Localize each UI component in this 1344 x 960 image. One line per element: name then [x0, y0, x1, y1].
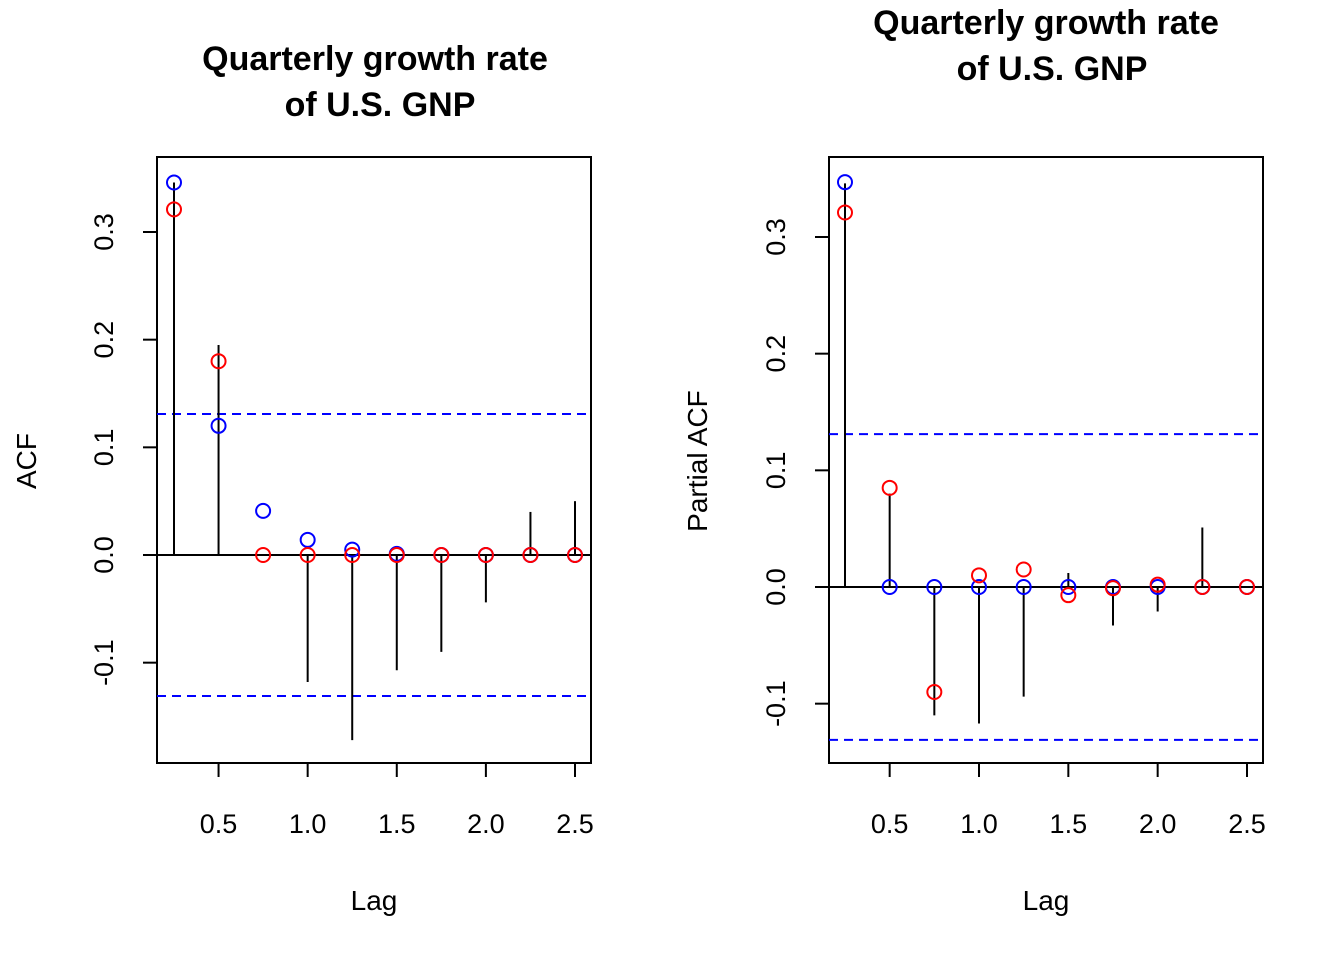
blue-point	[299, 531, 316, 548]
x-tick-label: 1.0	[960, 809, 998, 839]
red-point	[255, 547, 272, 563]
y-tick-label: 0.3	[761, 218, 791, 256]
red-point	[344, 547, 361, 563]
y-tick-label: 0.2	[89, 321, 119, 359]
red-point	[1015, 561, 1032, 578]
red-point	[971, 567, 987, 584]
y-tick-label: 0.0	[89, 536, 119, 574]
chart-title-line-1: Quarterly growth rate	[873, 4, 1219, 42]
y-tick-label: 0.3	[89, 213, 119, 251]
red-point	[1060, 587, 1077, 604]
pacf-plot-area: 0.5 1.0 1.5 2.0 2.5 -0.1 0.0 0.1 0.2 0.3	[761, 156, 1266, 839]
blue-point	[255, 502, 272, 519]
red-point	[522, 547, 539, 563]
x-tick-label: 0.5	[871, 809, 909, 839]
x-axis-label: Lag	[351, 885, 398, 916]
x-tick-label: 1.5	[1050, 809, 1088, 839]
y-axis-label: Partial ACF	[682, 390, 713, 532]
pacf-panel: Quarterly growth rate of U.S. GNP Lag Pa…	[682, 4, 1266, 916]
y-tick-label: 0.1	[89, 429, 119, 467]
y-tick-label: 0.2	[761, 335, 791, 373]
x-tick-label: 2.5	[556, 809, 594, 839]
red-point	[299, 547, 316, 563]
red-point	[477, 547, 494, 563]
red-point	[567, 547, 583, 563]
blue-point	[971, 579, 987, 595]
blue-point	[166, 174, 182, 191]
blue-point	[1015, 579, 1032, 595]
x-tick-label: 2.0	[467, 809, 505, 839]
x-tick-label: 0.5	[200, 809, 238, 839]
red-point	[881, 479, 898, 496]
y-tick-label: 0.1	[761, 452, 791, 490]
acf-plot-area: 0.5 1.0 1.5 2.0 2.5 -0.1 0.0 0.1 0.2 0.3	[89, 156, 594, 839]
y-tick-label: -0.1	[761, 680, 791, 727]
red-point	[433, 547, 450, 563]
plot-frame	[156, 156, 592, 764]
red-point	[1194, 579, 1211, 595]
blue-point	[1060, 579, 1077, 595]
red-point	[926, 684, 943, 700]
blue-point	[210, 417, 227, 434]
blue-point	[881, 579, 898, 595]
red-point	[1105, 580, 1121, 597]
y-tick-label: 0.0	[761, 568, 791, 606]
y-tick-label: -0.1	[89, 639, 119, 686]
red-point	[1239, 579, 1255, 595]
plot-frame	[828, 156, 1264, 764]
red-point	[1149, 576, 1166, 593]
x-axis-label: Lag	[1023, 885, 1070, 916]
chart-title-line-1: Quarterly growth rate	[202, 40, 548, 78]
blue-point	[837, 174, 853, 191]
red-point	[210, 353, 227, 370]
y-axis-label: ACF	[11, 433, 42, 489]
x-tick-label: 1.5	[378, 809, 416, 839]
x-tick-label: 2.0	[1139, 809, 1177, 839]
blue-point	[926, 579, 943, 595]
red-point	[388, 547, 405, 563]
x-tick-label: 1.0	[289, 809, 327, 839]
acf-panel: Quarterly growth rate of U.S. GNP Lag AC…	[11, 40, 594, 916]
blue-point	[344, 541, 361, 558]
chart-title-line-2: of U.S. GNP	[957, 50, 1148, 88]
x-tick-label: 2.5	[1228, 809, 1266, 839]
chart-title-line-2: of U.S. GNP	[285, 86, 476, 124]
red-point	[837, 204, 853, 221]
red-point	[166, 201, 182, 218]
